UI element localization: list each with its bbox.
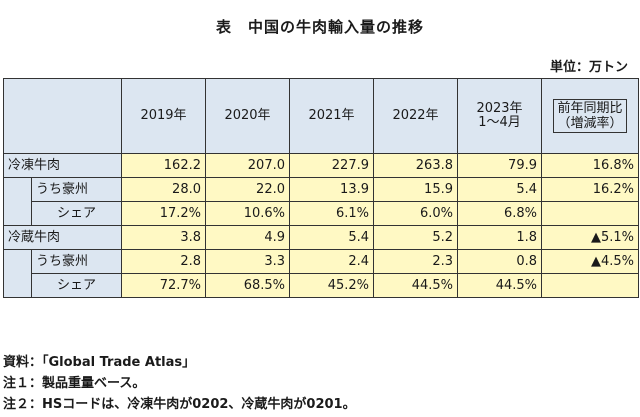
table-cell: 5.4 xyxy=(289,225,374,250)
table-cell: 16.2% xyxy=(541,177,639,202)
row-label-chilled-aus: うち豪州 xyxy=(31,249,122,274)
header-row: 2019年 2020年 2021年 2022年 2023年 1～4月 前年同期比… xyxy=(3,78,639,154)
beef-import-table: 2019年 2020年 2021年 2022年 2023年 1～4月 前年同期比… xyxy=(3,78,639,298)
table-cell: 1.8 xyxy=(457,225,542,250)
note-2: 注２：HSコードは、冷凍牛肉が0202、冷蔵牛肉が0201。 xyxy=(3,397,356,412)
note-1: 注１：製品重量ベース。 xyxy=(3,376,146,391)
yoy-header-label: 前年同期比 （増減率） xyxy=(553,99,627,133)
table-cell: 6.1% xyxy=(289,201,374,226)
table-row: うち豪州 28.0 22.0 13.9 15.9 5.4 16.2% xyxy=(3,177,639,202)
indent-cell xyxy=(3,249,32,274)
table-cell: 28.0 xyxy=(121,177,206,202)
table-row: シェア 17.2% 10.6% 6.1% 6.0% 6.8% xyxy=(3,201,639,226)
table-cell: 79.9 xyxy=(457,153,542,178)
table-row: うち豪州 2.8 3.3 2.4 2.3 0.8 ▲4.5% xyxy=(3,249,639,274)
note-source: 資料：「Global Trade Atlas」 xyxy=(3,355,196,370)
table-cell: ▲4.5% xyxy=(541,249,639,274)
col-header-2021: 2021年 xyxy=(289,78,374,154)
table-title: 表 中国の牛肉輸入量の推移 xyxy=(215,18,424,36)
row-label-chilled-share: シェア xyxy=(31,273,122,298)
table-cell xyxy=(541,273,639,298)
table-cell: 44.5% xyxy=(457,273,542,298)
row-label-frozen: 冷凍牛肉 xyxy=(3,153,122,178)
table-cell: 44.5% xyxy=(373,273,458,298)
table-cell: 5.4 xyxy=(457,177,542,202)
table-cell xyxy=(541,201,639,226)
table-cell: 45.2% xyxy=(289,273,374,298)
indent-cell xyxy=(3,177,32,202)
table-cell: 2.3 xyxy=(373,249,458,274)
table-cell: 3.8 xyxy=(121,225,206,250)
table-cell: 162.2 xyxy=(121,153,206,178)
row-label-chilled: 冷蔵牛肉 xyxy=(3,225,122,250)
unit-label: 単位：万トン xyxy=(549,60,628,75)
col-header-2020: 2020年 xyxy=(205,78,290,154)
table-cell: 68.5% xyxy=(205,273,290,298)
row-label-frozen-aus: うち豪州 xyxy=(31,177,122,202)
row-label-frozen-share: シェア xyxy=(31,201,122,226)
col-header-2019: 2019年 xyxy=(121,78,206,154)
table-cell: 10.6% xyxy=(205,201,290,226)
table-cell: 22.0 xyxy=(205,177,290,202)
col-header-yoy: 前年同期比 （増減率） xyxy=(541,78,639,154)
table-cell: 0.8 xyxy=(457,249,542,274)
table-cell: 227.9 xyxy=(289,153,374,178)
table-cell: 13.9 xyxy=(289,177,374,202)
table-cell: 4.9 xyxy=(205,225,290,250)
table-row: 冷凍牛肉 162.2 207.0 227.9 263.8 79.9 16.8% xyxy=(3,153,639,178)
table-row: 冷蔵牛肉 3.8 4.9 5.4 5.2 1.8 ▲5.1% xyxy=(3,225,639,250)
indent-cell xyxy=(3,273,32,298)
table-cell: ▲5.1% xyxy=(541,225,639,250)
table-cell: 72.7% xyxy=(121,273,206,298)
corner-cell xyxy=(3,78,122,154)
table-cell: 6.8% xyxy=(457,201,542,226)
table-cell: 207.0 xyxy=(205,153,290,178)
notes-block: 資料：「Global Trade Atlas」 注１：製品重量ベース。 注２：H… xyxy=(3,352,356,415)
table-cell: 263.8 xyxy=(373,153,458,178)
table-cell: 5.2 xyxy=(373,225,458,250)
table-cell: 16.8% xyxy=(541,153,639,178)
indent-cell xyxy=(3,201,32,226)
table-cell: 15.9 xyxy=(373,177,458,202)
table-cell: 2.4 xyxy=(289,249,374,274)
col-header-2022: 2022年 xyxy=(373,78,458,154)
table-row: シェア 72.7% 68.5% 45.2% 44.5% 44.5% xyxy=(3,273,639,298)
table-cell: 6.0% xyxy=(373,201,458,226)
table-cell: 17.2% xyxy=(121,201,206,226)
table-cell: 2.8 xyxy=(121,249,206,274)
table-cell: 3.3 xyxy=(205,249,290,274)
col-header-2023: 2023年 1～4月 xyxy=(457,78,542,154)
